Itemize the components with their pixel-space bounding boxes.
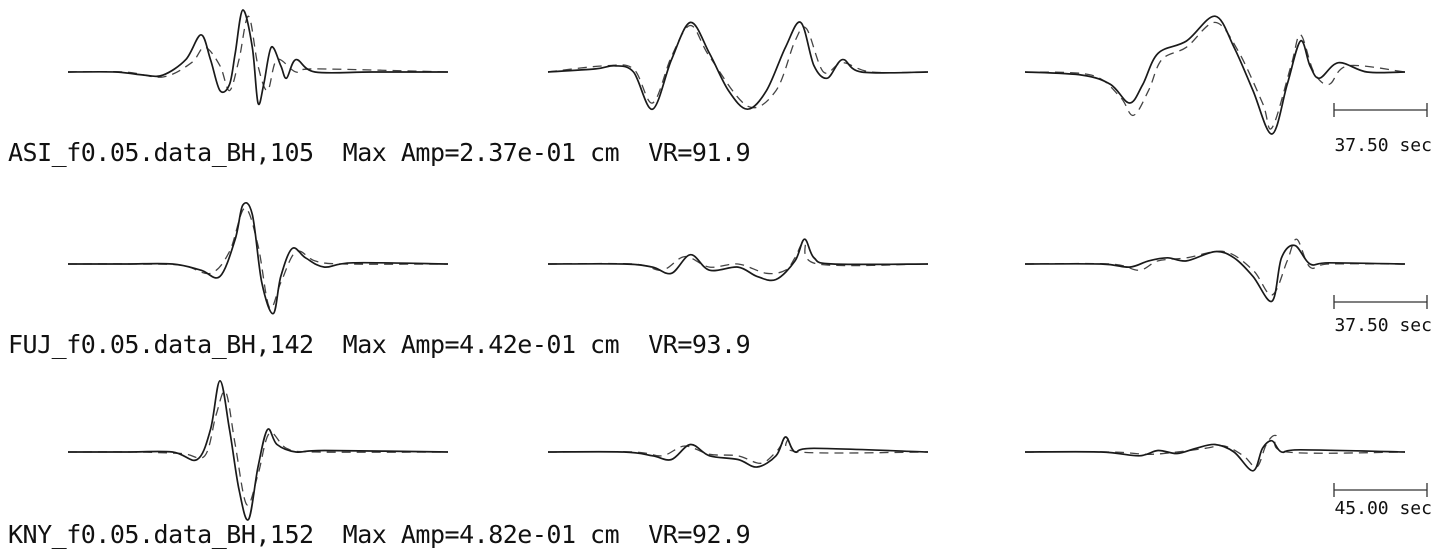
synthetic-trace-fuj-3 [1024,238,1406,296]
observed-trace-asi-2 [547,21,929,111]
synthetic-trace-fuj-1 [67,207,449,310]
time-scale-bar-kny [1333,483,1428,497]
observed-trace-fuj-1 [68,201,449,315]
station-label-asi: ASI_f0.05.data_BH,105 Max Amp=2.37e-01 c… [8,138,751,167]
synthetic-trace-kny-3 [1024,434,1406,468]
observed-trace-kny-1 [68,379,449,521]
observed-trace-kny-2 [547,436,929,468]
observed-trace-fuj-3 [1024,244,1406,303]
station-label-kny: KNY_f0.05.data_BH,152 Max Amp=4.82e-01 c… [8,520,751,549]
synthetic-trace-asi-1 [67,15,449,92]
observed-trace-asi-3 [1024,15,1406,135]
observed-trace-kny-3 [1024,439,1406,472]
time-scale-bar-asi [1333,103,1428,117]
time-scale-label-asi: 37.50 sec [1334,135,1432,156]
synthetic-trace-kny-2 [547,437,929,464]
station-label-fuj: FUJ_f0.05.data_BH,142 Max Amp=4.42e-01 c… [8,330,751,359]
time-scale-label-fuj: 37.50 sec [1334,315,1432,336]
time-scale-bar-fuj [1333,295,1428,309]
time-scale-label-kny: 45.00 sec [1334,498,1432,519]
observed-trace-fuj-2 [547,238,929,282]
observed-trace-asi-1 [67,9,448,106]
synthetic-trace-kny-1 [67,390,449,506]
synthetic-trace-fuj-2 [547,241,929,275]
